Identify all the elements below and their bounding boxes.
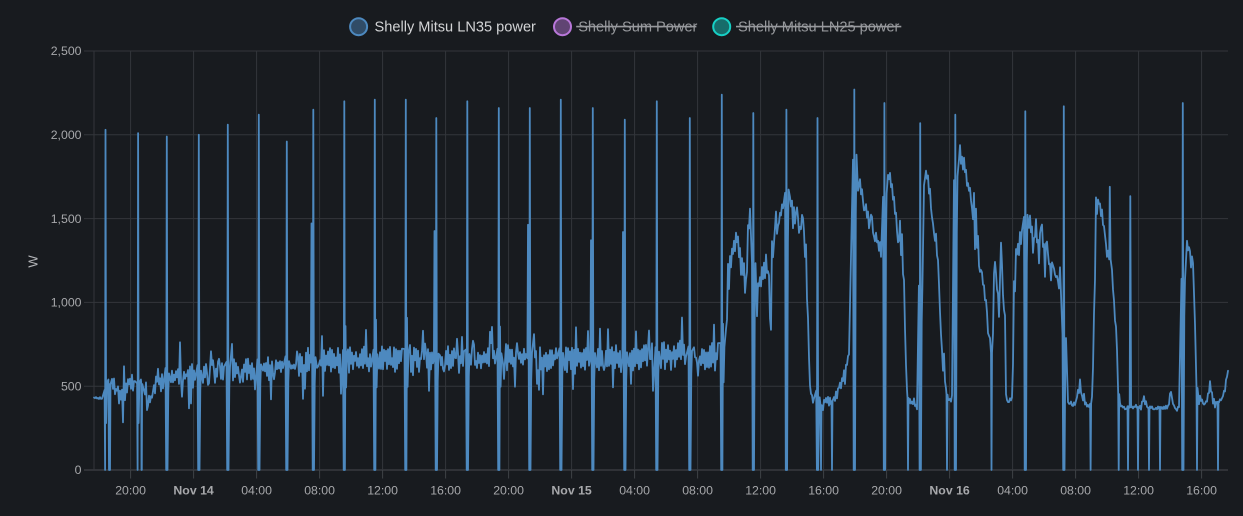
svg-text:0: 0 <box>75 463 82 477</box>
svg-text:Shelly Mitsu LN25 power: Shelly Mitsu LN25 power <box>738 19 900 35</box>
svg-text:08:00: 08:00 <box>682 484 713 498</box>
svg-text:12:00: 12:00 <box>1123 484 1154 498</box>
svg-text:12:00: 12:00 <box>367 484 398 498</box>
svg-text:Shelly Mitsu LN35 power: Shelly Mitsu LN35 power <box>375 19 537 35</box>
svg-text:16:00: 16:00 <box>430 484 461 498</box>
svg-text:16:00: 16:00 <box>808 484 839 498</box>
svg-text:2,000: 2,000 <box>51 128 82 142</box>
svg-text:Nov 15: Nov 15 <box>551 484 591 498</box>
svg-text:Nov 14: Nov 14 <box>173 484 213 498</box>
svg-text:16:00: 16:00 <box>1186 484 1217 498</box>
svg-text:04:00: 04:00 <box>997 484 1028 498</box>
svg-text:04:00: 04:00 <box>241 484 272 498</box>
svg-text:20:00: 20:00 <box>115 484 146 498</box>
svg-text:1,000: 1,000 <box>51 296 82 310</box>
svg-text:12:00: 12:00 <box>745 484 776 498</box>
svg-text:1,500: 1,500 <box>51 212 82 226</box>
svg-text:08:00: 08:00 <box>1060 484 1091 498</box>
svg-text:2,500: 2,500 <box>51 44 82 58</box>
svg-text:Shelly Sum Power: Shelly Sum Power <box>578 19 697 35</box>
svg-text:04:00: 04:00 <box>619 484 650 498</box>
svg-text:20:00: 20:00 <box>871 484 902 498</box>
svg-text:Nov 16: Nov 16 <box>929 484 969 498</box>
svg-text:08:00: 08:00 <box>304 484 335 498</box>
svg-text:500: 500 <box>61 379 82 393</box>
svg-text:20:00: 20:00 <box>493 484 524 498</box>
svg-text:W: W <box>25 255 40 268</box>
